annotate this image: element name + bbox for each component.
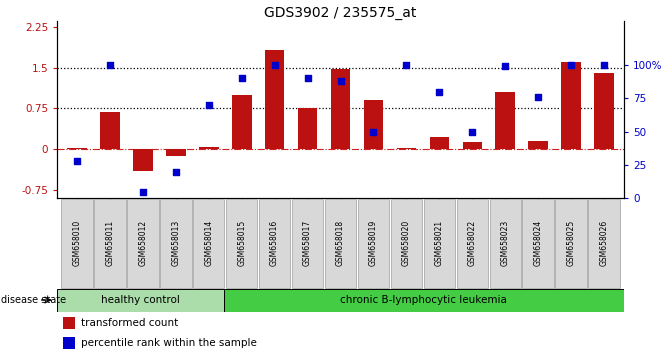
Bar	[62, 337, 75, 349]
Bar	[331, 69, 350, 149]
Bar	[100, 112, 119, 149]
Point	[566, 62, 576, 68]
Point	[467, 129, 478, 135]
FancyBboxPatch shape	[259, 199, 291, 287]
Text: GSM658013: GSM658013	[171, 220, 180, 267]
Point	[71, 158, 82, 164]
Point	[500, 64, 511, 69]
Bar	[364, 100, 383, 149]
FancyBboxPatch shape	[127, 199, 158, 287]
Bar	[495, 92, 515, 149]
FancyBboxPatch shape	[490, 199, 521, 287]
Point	[269, 62, 280, 68]
FancyBboxPatch shape	[523, 199, 554, 287]
Text: GSM658018: GSM658018	[336, 220, 345, 267]
Text: disease state: disease state	[1, 295, 66, 305]
Bar	[529, 141, 548, 149]
FancyBboxPatch shape	[423, 199, 455, 287]
FancyBboxPatch shape	[193, 199, 225, 287]
FancyBboxPatch shape	[358, 199, 389, 287]
Text: GSM658014: GSM658014	[204, 220, 213, 267]
Point	[302, 76, 313, 81]
Point	[138, 189, 148, 194]
Bar	[595, 73, 614, 149]
Text: chronic B-lymphocytic leukemia: chronic B-lymphocytic leukemia	[340, 295, 507, 305]
Bar	[429, 137, 450, 149]
Bar	[298, 108, 317, 149]
Text: GSM658025: GSM658025	[567, 220, 576, 267]
Text: GSM658017: GSM658017	[303, 220, 312, 267]
Bar	[397, 148, 416, 149]
Point	[105, 62, 115, 68]
Title: GDS3902 / 235575_at: GDS3902 / 235575_at	[264, 6, 417, 20]
Bar	[199, 147, 219, 149]
Point	[335, 78, 346, 84]
Bar	[62, 318, 75, 329]
Text: GSM658020: GSM658020	[402, 220, 411, 267]
Point	[599, 62, 610, 68]
FancyBboxPatch shape	[160, 199, 191, 287]
Point	[203, 102, 214, 108]
Bar	[133, 149, 152, 171]
FancyBboxPatch shape	[391, 199, 422, 287]
Text: GSM658024: GSM658024	[534, 220, 543, 267]
Bar	[67, 148, 87, 149]
Point	[401, 62, 412, 68]
Text: GSM658016: GSM658016	[270, 220, 279, 267]
Text: GSM658011: GSM658011	[105, 220, 114, 267]
Text: GSM658010: GSM658010	[72, 220, 81, 267]
Point	[434, 89, 445, 95]
Bar	[562, 62, 581, 149]
Text: GSM658023: GSM658023	[501, 220, 510, 267]
Text: GSM658019: GSM658019	[369, 220, 378, 267]
FancyBboxPatch shape	[226, 199, 258, 287]
Bar	[224, 289, 624, 312]
Bar	[231, 95, 252, 149]
FancyBboxPatch shape	[61, 199, 93, 287]
Point	[236, 76, 247, 81]
Point	[170, 169, 181, 175]
FancyBboxPatch shape	[456, 199, 488, 287]
FancyBboxPatch shape	[588, 199, 620, 287]
Text: GSM658026: GSM658026	[600, 220, 609, 267]
Point	[533, 94, 544, 100]
Bar	[166, 149, 186, 156]
Bar	[265, 50, 285, 149]
Text: GSM658021: GSM658021	[435, 220, 444, 267]
Text: GSM658015: GSM658015	[237, 220, 246, 267]
FancyBboxPatch shape	[556, 199, 587, 287]
Text: healthy control: healthy control	[101, 295, 180, 305]
Text: GSM658022: GSM658022	[468, 220, 477, 267]
Text: GSM658012: GSM658012	[138, 220, 147, 267]
FancyBboxPatch shape	[325, 199, 356, 287]
Bar	[462, 142, 482, 149]
Bar	[57, 289, 224, 312]
FancyBboxPatch shape	[94, 199, 125, 287]
Text: percentile rank within the sample: percentile rank within the sample	[81, 338, 257, 348]
Text: transformed count: transformed count	[81, 318, 178, 329]
Point	[368, 129, 379, 135]
FancyBboxPatch shape	[292, 199, 323, 287]
